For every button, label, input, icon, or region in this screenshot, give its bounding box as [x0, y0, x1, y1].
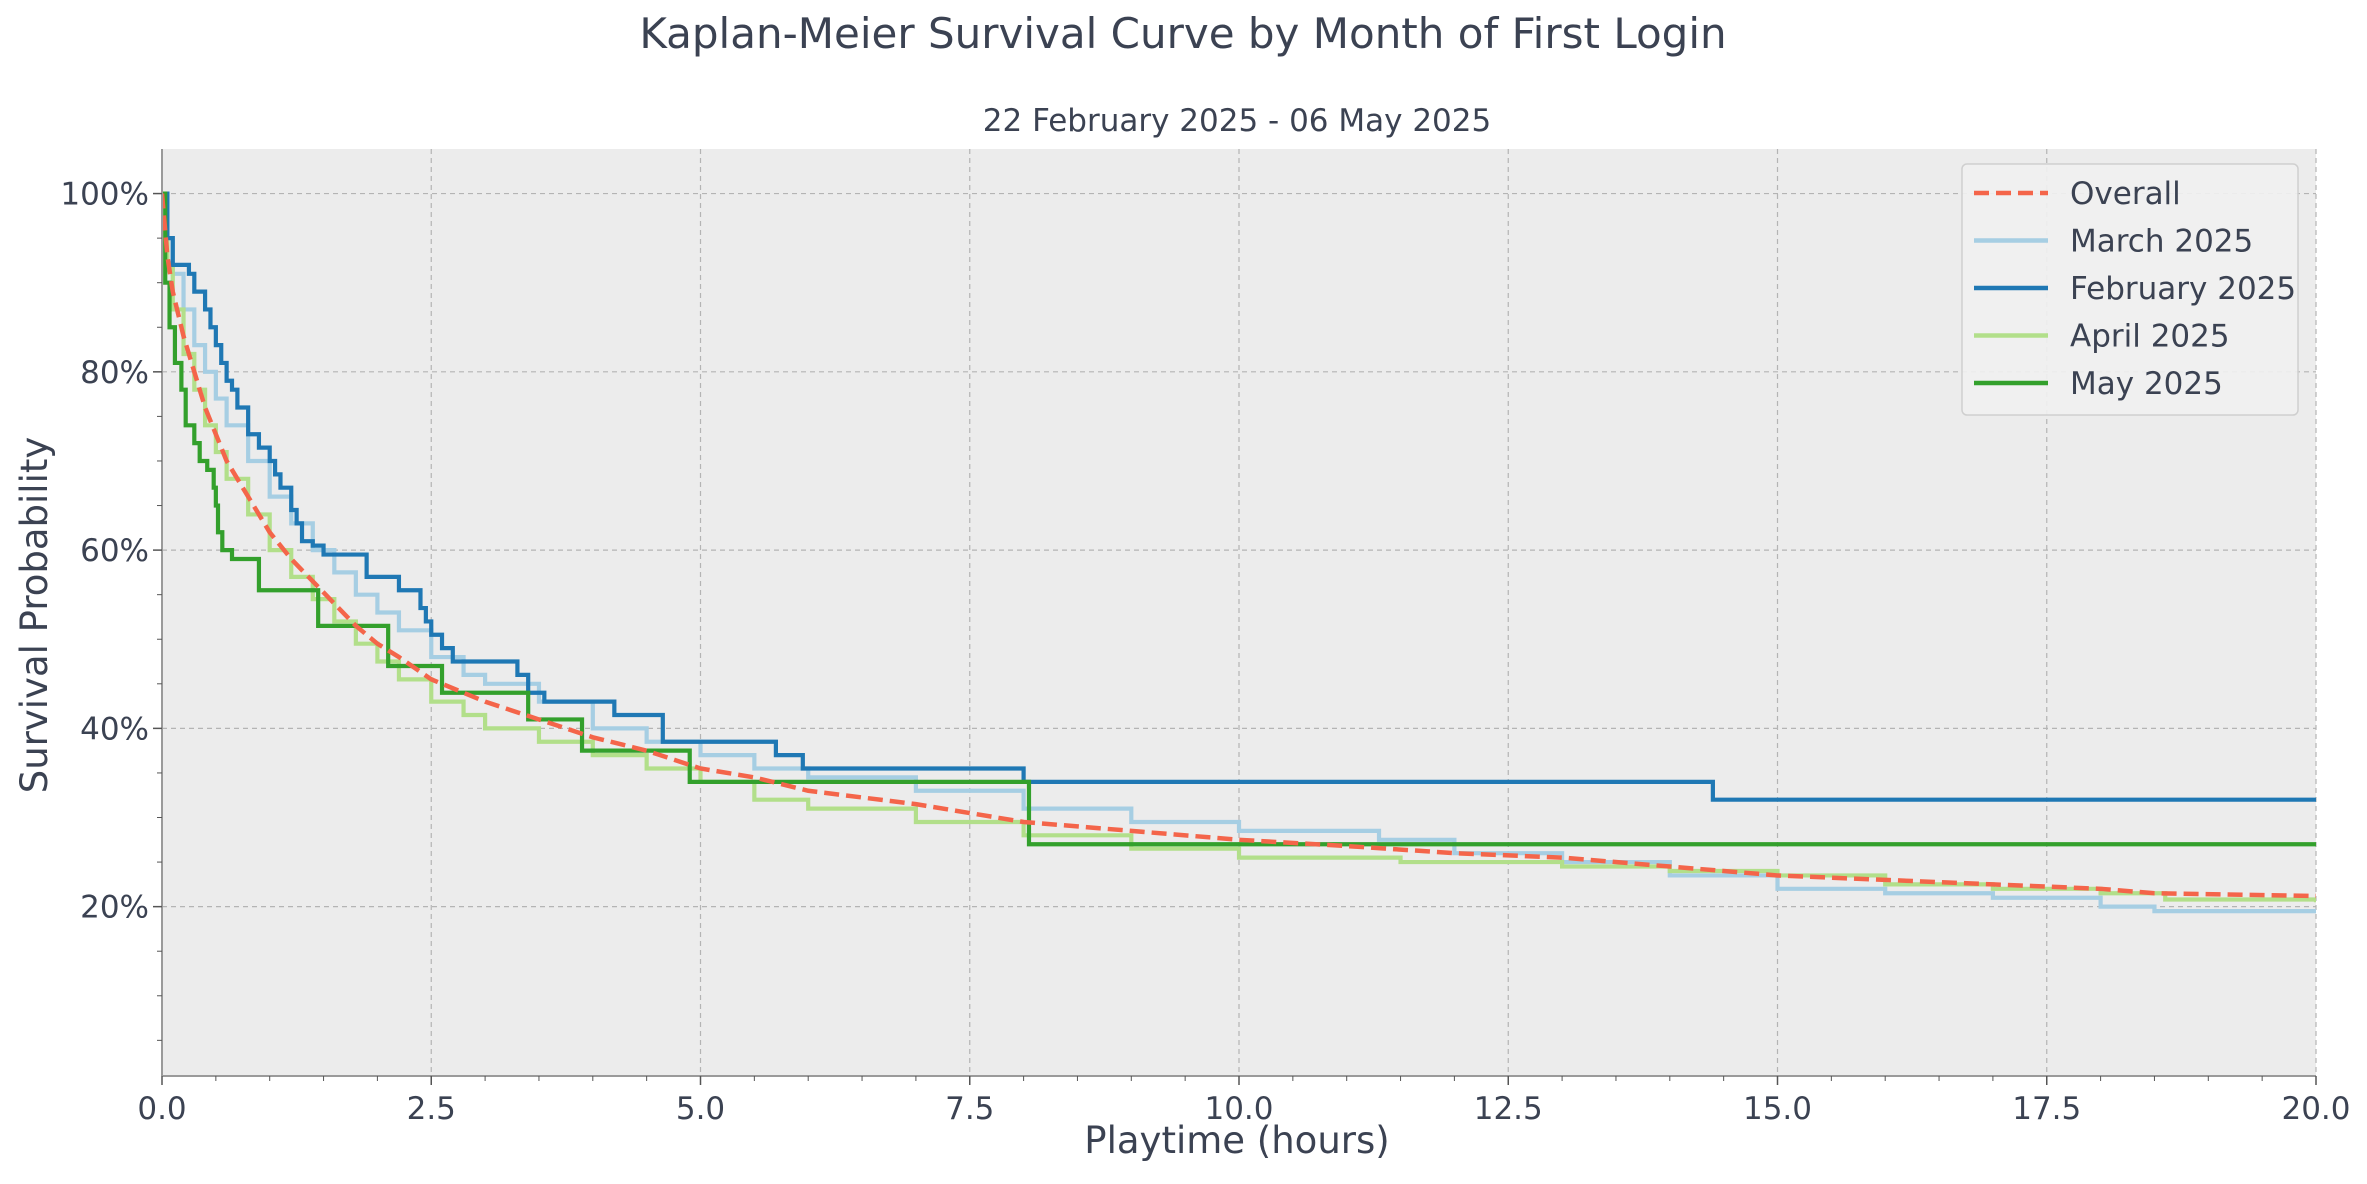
legend-label-march-2025: March 2025	[2070, 224, 2253, 260]
x-tick-label: 12.5	[1474, 1091, 1543, 1127]
x-tick-label: 20.0	[2281, 1091, 2350, 1127]
legend-label-may-2025: May 2025	[2070, 366, 2223, 402]
legend-label-april-2025: April 2025	[2070, 319, 2230, 355]
y-tick-label: 40%	[80, 711, 149, 747]
y-axis-label: Survival Probability	[13, 437, 56, 794]
y-tick-label: 60%	[80, 533, 149, 569]
x-tick-label: 7.5	[945, 1091, 994, 1127]
x-axis-label: Playtime (hours)	[1084, 1119, 1389, 1162]
axes: 0.0 2.5 5.0 7.5 10.0 12.5 15.0 17.5 20.0 20% 40% 60…	[60, 149, 2351, 1127]
y-tick-label: 80%	[80, 355, 149, 391]
series-line-february-2025	[162, 191, 2316, 802]
x-tick-label: 10.0	[1204, 1091, 1273, 1127]
series-line-april-2025	[162, 191, 2316, 903]
x-tick-label: 2.5	[407, 1091, 456, 1127]
x-tick-label: 17.5	[2012, 1091, 2081, 1127]
grid	[161, 149, 2317, 1076]
legend-label-february-2025: February 2025	[2070, 271, 2296, 307]
legend-label-overall: Overall	[2070, 176, 2181, 212]
series-lines	[162, 191, 2316, 914]
x-tick-label: 0.0	[137, 1091, 186, 1127]
y-tick-label: 20%	[80, 890, 149, 926]
y-tick-label: 100%	[60, 177, 149, 213]
chart-subtitle: 22 February 2025 - 06 May 2025	[983, 103, 1491, 139]
series-line-overall	[162, 193, 2316, 899]
x-tick-label: 15.0	[1743, 1091, 1812, 1127]
legend-box	[1961, 163, 2299, 416]
x-tick-label: 5.0	[676, 1091, 725, 1127]
chart-title: Kaplan-Meier Survival Curve by Month of …	[639, 9, 1726, 58]
legend: Overall March 2025 February 2025 April 2025…	[1961, 163, 2299, 416]
